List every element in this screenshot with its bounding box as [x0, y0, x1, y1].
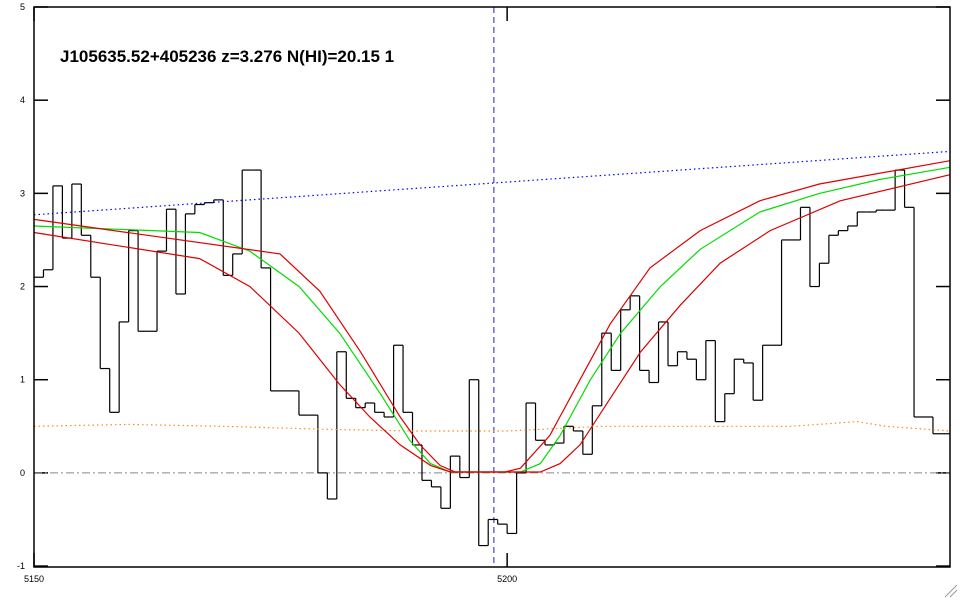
- y-tick-label: 4: [20, 95, 25, 105]
- y-tick-label: -1: [17, 561, 25, 571]
- corner-glyph: [944, 584, 958, 598]
- series-line: [33, 166, 951, 473]
- series-line: [33, 160, 951, 473]
- y-tick-label: 2: [20, 282, 25, 292]
- y-tick-label: 0: [20, 468, 25, 478]
- series-line: [33, 174, 951, 473]
- series-line: [33, 420, 951, 432]
- chart-title: J105635.52+405236 z=3.276 N(HI)=20.15 1: [60, 47, 394, 66]
- y-tick-label: 1: [20, 375, 25, 385]
- series-line: [33, 150, 951, 216]
- x-tick-label: 5150: [24, 574, 44, 584]
- plot-frame: [33, 6, 951, 568]
- x-tick-label: 5200: [497, 574, 517, 584]
- y-tick-label: 5: [20, 2, 25, 12]
- y-tick-label: 3: [20, 188, 25, 198]
